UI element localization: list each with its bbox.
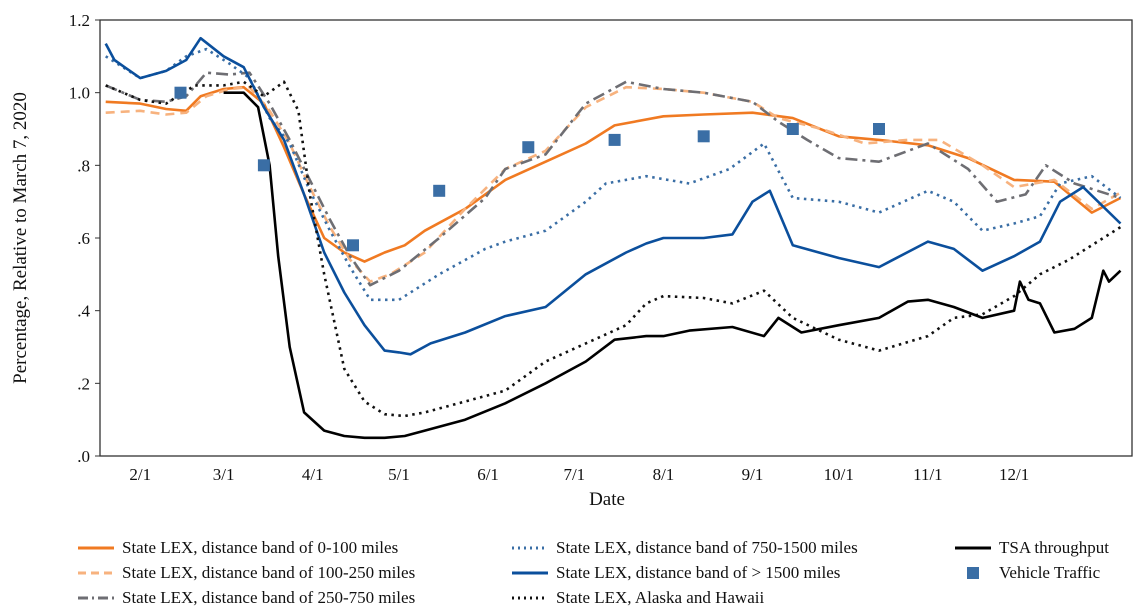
- plot-frame: [99, 19, 1133, 457]
- x-tick-label: 10/1: [824, 465, 854, 484]
- vehicle-traffic-marker: [174, 86, 187, 99]
- y-tick-label: .4: [77, 302, 90, 321]
- series-line-6: [223, 91, 1122, 440]
- vehicle-traffic-marker: [608, 133, 621, 146]
- y-axis-title: Percentage, Relative to March 7, 2020: [10, 92, 31, 384]
- series-line-0: [105, 85, 1122, 263]
- x-tick-label: 8/1: [653, 465, 675, 484]
- x-tick-label: 2/1: [129, 465, 151, 484]
- vehicle-traffic-marker: [522, 141, 535, 154]
- series-layer: [104, 36, 1122, 440]
- vehicle-traffic-marker: [786, 123, 799, 135]
- y-tick-label: .2: [77, 374, 90, 393]
- y-tick-label: .0: [77, 447, 90, 466]
- vehicle-traffic-marker: [697, 130, 710, 143]
- series-line-5: [105, 80, 1122, 418]
- tick-layer: .0 .2 .4 .6 .8 1.0 1.2 2/1 3/1 4/1 5/1 6/1 7/1 8/1 9/1…: [69, 11, 1030, 484]
- x-axis-title: Date: [589, 489, 625, 510]
- vehicle-traffic-marker: [433, 184, 446, 197]
- series-line-2: [105, 71, 1121, 287]
- y-tick-label: .8: [77, 156, 90, 175]
- x-tick-label: 4/1: [302, 465, 324, 484]
- y-tick-label: .6: [77, 229, 90, 248]
- series-line-3: [105, 47, 1122, 302]
- x-tick-label: 6/1: [477, 465, 499, 484]
- series-line-4: [104, 36, 1122, 356]
- x-tick-label: 11/1: [913, 465, 943, 484]
- vehicle-traffic-marker: [347, 239, 359, 252]
- vehicle-traffic-marker: [873, 123, 885, 135]
- x-tick-label: 7/1: [563, 465, 585, 484]
- vehicle-traffic-marker: [257, 159, 270, 172]
- x-tick-label: 9/1: [742, 465, 764, 484]
- x-tick-label: 12/1: [999, 465, 1029, 484]
- x-tick-label: 5/1: [388, 465, 410, 484]
- x-tick-label: 3/1: [213, 465, 235, 484]
- y-tick-label: 1.0: [69, 84, 90, 103]
- marker-layer: [174, 86, 885, 252]
- y-tick-label: 1.2: [69, 11, 90, 30]
- series-line-1: [105, 85, 1122, 283]
